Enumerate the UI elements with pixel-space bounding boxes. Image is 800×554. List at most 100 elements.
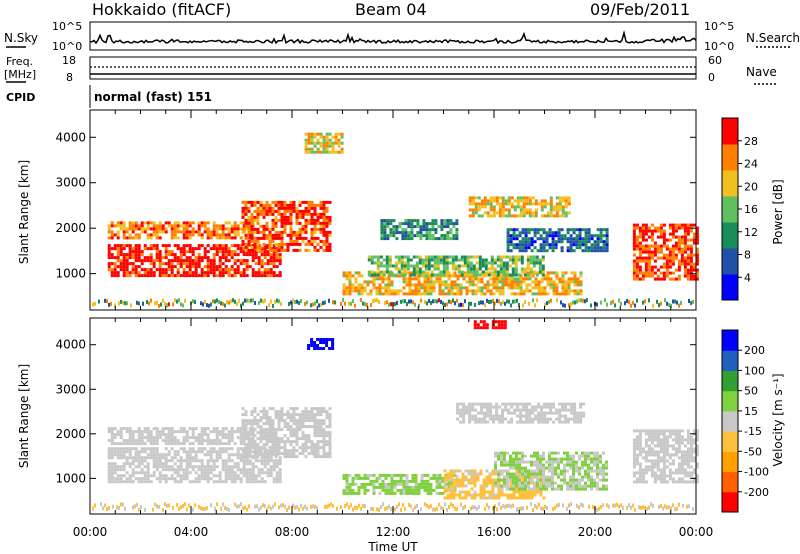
y-tick-label: 2000 [55, 427, 86, 441]
colorbar-segment [722, 222, 738, 249]
nave-tick-bottom: 0 [708, 71, 715, 84]
freq-label-2: [MHz] [4, 68, 36, 81]
echo-region [107, 427, 255, 446]
echo-region [456, 402, 586, 424]
velocity-regions [92, 320, 699, 512]
colorbar-tick-label: 8 [744, 249, 751, 262]
colorbar-tick-label: 50 [744, 385, 758, 398]
power-x-ticks [89, 110, 697, 310]
nsky-tick-top: 10^5 [52, 20, 82, 33]
freq-label-1: Freq. [6, 55, 33, 68]
ground-scatter [92, 502, 694, 512]
nsearch-tick-bottom: 10^0 [704, 40, 734, 53]
y-tick-label: 1000 [55, 267, 86, 281]
ground-scatter [92, 298, 694, 308]
beam-title: Beam 04 [355, 0, 427, 19]
echo-region [632, 429, 699, 484]
nave-tick-top: 60 [708, 54, 722, 67]
y-tick-label: 2000 [55, 221, 86, 235]
y-tick-label: 3000 [55, 382, 86, 396]
nsky-panel: N.Sky 10^5 10^0 10^5 10^0 N.Search [4, 20, 800, 53]
nsearch-tick-top: 10^5 [704, 20, 734, 33]
nsky-tick-bottom: 10^0 [52, 40, 82, 53]
colorbar-segment [722, 350, 738, 371]
power-panel: 1000 2000 3000 4000 Slant Range [km] [17, 109, 699, 311]
colorbar-segment [722, 330, 738, 351]
nave-label: Nave [746, 65, 777, 79]
colorbar-segment [722, 274, 738, 301]
colorbar-segment [722, 410, 738, 432]
velocity-panel: 1000 2000 3000 4000 Slant Range [km] [17, 317, 699, 515]
colorbar-segment [722, 118, 738, 145]
colorbar-tick-label: -50 [744, 445, 762, 458]
echo-region [494, 451, 608, 491]
colorbar-tick-label: 20 [744, 180, 758, 193]
velocity-x-ticks [89, 318, 697, 514]
echo-region [468, 196, 571, 218]
colorbar-segment [722, 390, 738, 412]
x-axis-label: Time UT [367, 540, 418, 554]
colorbar-tick-label: 16 [744, 203, 758, 216]
time-tick-label: 04:00 [174, 525, 209, 539]
echo-region [307, 338, 335, 350]
freq-tick-top: 18 [62, 54, 76, 67]
echo-region [506, 228, 609, 253]
velocity-colorbar-label: Velocity [m s⁻¹] [771, 373, 785, 466]
cpid-label: CPID [6, 91, 35, 104]
colorbar-tick-label: 12 [744, 226, 758, 239]
echo-region [107, 221, 255, 240]
colorbar-tick-label: 24 [744, 158, 758, 171]
nsky-trace [90, 30, 697, 45]
colorbar-segment [722, 144, 738, 171]
colorbar-tick-label: -100 [744, 466, 769, 479]
colorbar-segment [722, 170, 738, 197]
velocity-y-axis-label: Slant Range [km] [17, 364, 31, 468]
time-tick-label: 00:00 [73, 525, 108, 539]
power-y-axis-label: Slant Range [km] [17, 160, 31, 264]
echo-region [367, 255, 545, 277]
colorbar-tick-label: 4 [744, 271, 751, 284]
date-title: 09/Feb/2011 [590, 0, 691, 19]
time-tick-label: 08:00 [275, 525, 310, 539]
colorbar-segment [722, 196, 738, 223]
colorbar-tick-label: 100 [744, 364, 765, 377]
velocity-y-ticks: 1000 2000 3000 4000 [55, 338, 696, 485]
colorbar-segment [722, 471, 738, 493]
time-tick-labels: 00:00 04:00 08:00 12:00 16:00 20:00 00:00 [73, 525, 714, 539]
colorbar-segment [722, 248, 738, 275]
power-colorbar-label: Power [dB] [771, 179, 785, 244]
cpid-value: normal (fast) 151 [94, 90, 212, 104]
y-tick-label: 1000 [55, 471, 86, 485]
velocity-colorbar: 200 100 50 15 -15 -50 -100 -200 Velocity [m s⁻¹… [721, 329, 785, 513]
freq-panel: Freq. [MHz] 18 8 60 0 Nave [4, 54, 778, 85]
colorbar-segment [722, 451, 738, 473]
colorbar-tick-label: 28 [744, 135, 758, 148]
colorbar-segment [722, 370, 738, 392]
time-tick-label: 16:00 [477, 525, 512, 539]
time-tick-label: 20:00 [578, 525, 613, 539]
echo-region [304, 132, 344, 154]
power-colorbar: 4 8 12 16 20 24 28 Power [dB] [721, 117, 785, 301]
y-tick-label: 4000 [55, 338, 86, 352]
echo-region [241, 200, 332, 252]
echo-region [473, 320, 507, 330]
echo-region [241, 407, 332, 459]
time-tick-label: 00:00 [679, 525, 714, 539]
y-tick-label: 3000 [55, 176, 86, 190]
nsearch-label: N.Search [746, 31, 800, 45]
colorbar-tick-label: 200 [744, 344, 765, 357]
station-title: Hokkaido (fitACF) [92, 0, 232, 19]
colorbar-tick-label: -200 [744, 486, 769, 499]
echo-region [632, 223, 699, 281]
power-regions [92, 132, 699, 308]
colorbar-tick-label: 15 [744, 405, 758, 418]
time-tick-label: 12:00 [376, 525, 411, 539]
echo-region [380, 219, 459, 241]
colorbar-segment [722, 431, 738, 452]
power-y-ticks: 1000 2000 3000 4000 [55, 130, 696, 281]
y-tick-label: 4000 [55, 130, 86, 144]
colorbar-tick-label: -15 [744, 425, 762, 438]
nsky-label: N.Sky [4, 31, 38, 45]
freq-tick-bottom: 8 [66, 71, 73, 84]
